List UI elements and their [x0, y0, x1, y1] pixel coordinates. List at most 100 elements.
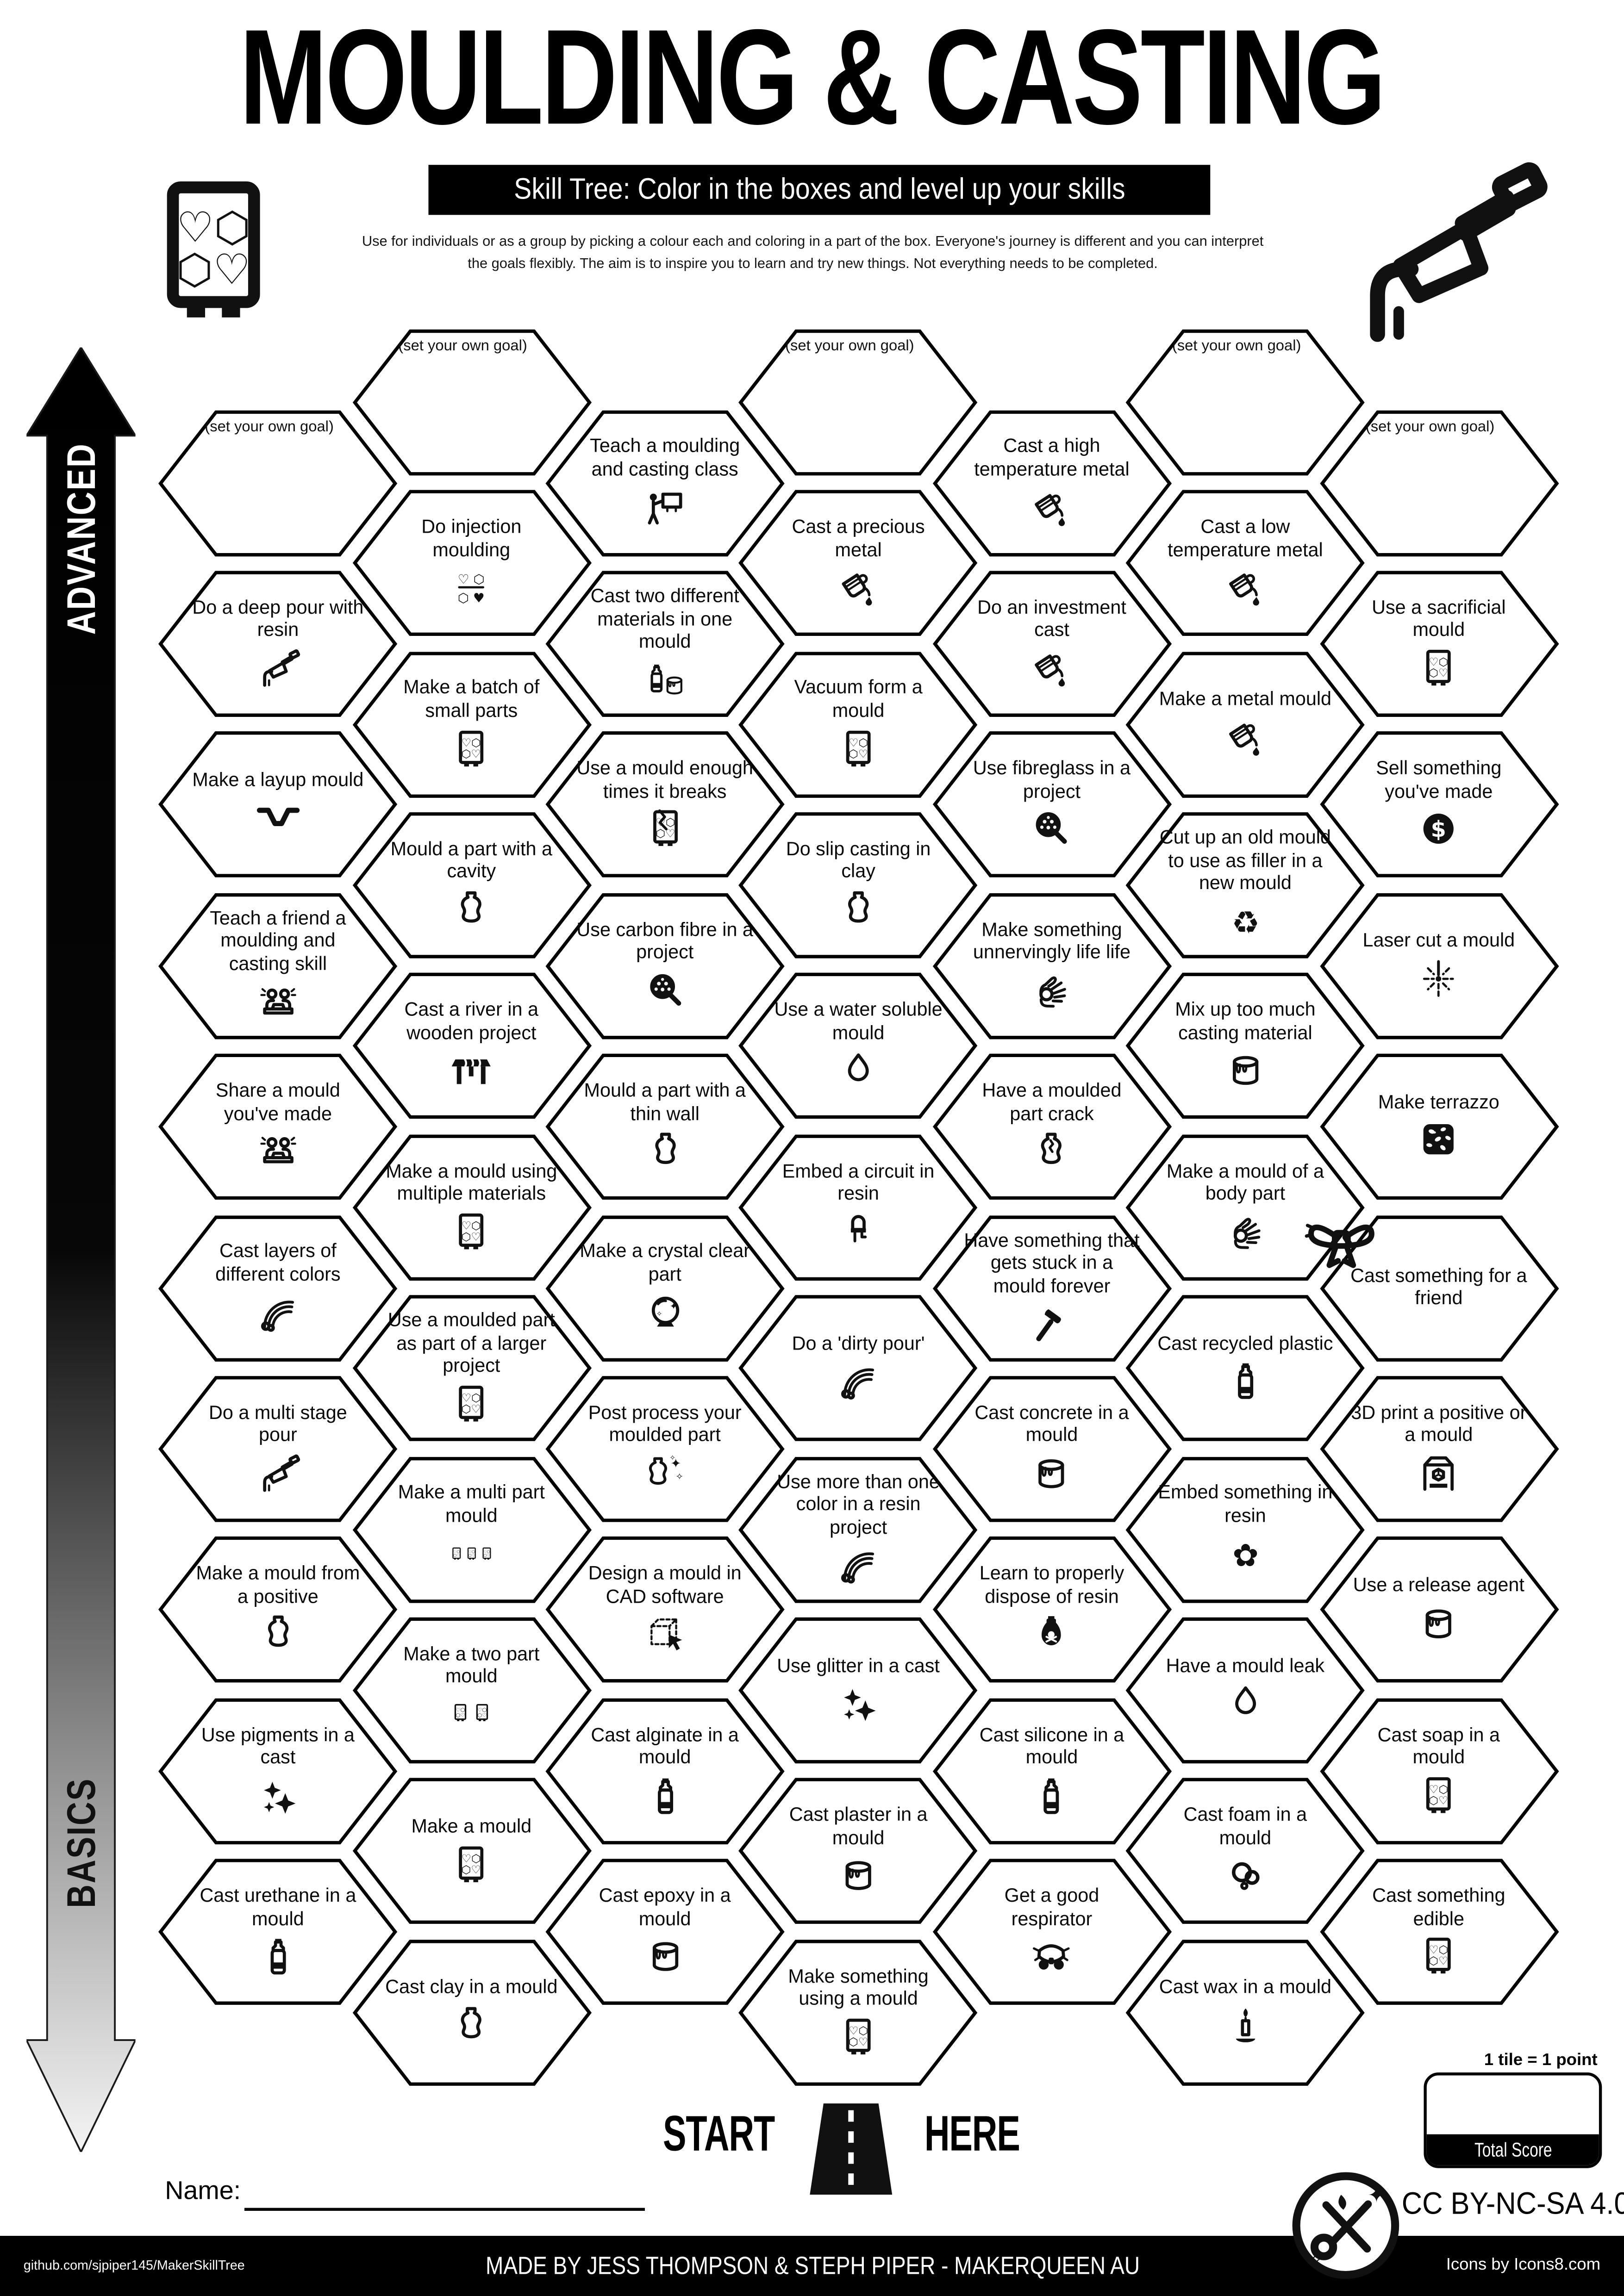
- hex-tile[interactable]: Make a multi part mould ♡⬡ ⬡♡ ♡⬡ ⬡♡ ♡⬡ ⬡♡: [352, 1456, 591, 1603]
- hex-tile[interactable]: Cast epoxy in a mould: [545, 1859, 785, 2005]
- hex-tile[interactable]: Cast foam in a mould: [1125, 1778, 1365, 1925]
- hex-tile[interactable]: Cast plaster in a mould: [739, 1778, 978, 1925]
- hex-tile[interactable]: Cast silicone in a mould: [932, 1698, 1172, 1844]
- hex-tile[interactable]: Learn to properly dispose of resin: [932, 1537, 1172, 1683]
- hex-tile[interactable]: Make a two part mould ♡⬡ ⬡♡ ♡⬡ ⬡♡: [352, 1617, 591, 1764]
- person-whiteboard-icon: [643, 485, 687, 529]
- hex-tile[interactable]: Cast a high temperature metal: [932, 410, 1172, 556]
- hex-tile[interactable]: Do injection moulding ♡ ⬡ ⬡ ♥: [352, 490, 591, 636]
- score-note: 1 tile = 1 point: [1484, 2052, 1598, 2070]
- hex-tile[interactable]: Do a deep pour with resin: [158, 571, 398, 717]
- hex-tile[interactable]: Mould a part with a thin wall: [545, 1053, 785, 1200]
- hexagon-outline: [352, 812, 591, 958]
- hexagon-outline: [158, 1537, 398, 1683]
- hex-tile[interactable]: Make a crystal clear part ✦ ✧: [545, 1214, 785, 1361]
- hex-tile[interactable]: Use carbon fibre in a project: [545, 893, 785, 1039]
- hexagon-outline: [932, 410, 1172, 556]
- hex-tile[interactable]: Post process your moulded part ✦ ✧ ✧: [545, 1375, 785, 1522]
- hex-tile[interactable]: Cast alginate in a mould: [545, 1698, 785, 1844]
- hex-label: Have a moulded part crack: [982, 1079, 1122, 1124]
- hex-label: Cast a low temperature metal: [1168, 515, 1323, 560]
- hex-tile[interactable]: Make a mould ♡⬡ ⬡♡: [352, 1778, 591, 1925]
- hex-tile[interactable]: Cast soap in a mould ♡⬡ ⬡♡: [1319, 1698, 1558, 1844]
- hex-tile[interactable]: Cut up an old mould to use as filler in …: [1125, 812, 1365, 958]
- hex-tile[interactable]: Cast two different materials in one moul…: [545, 571, 785, 717]
- name-input-line[interactable]: [244, 2208, 645, 2210]
- hexagon-outline: [1125, 973, 1365, 1120]
- hex-tile[interactable]: Sell something you've made $: [1319, 732, 1558, 878]
- hex-tile-goal[interactable]: (set your own goal): [158, 410, 398, 556]
- hex-tile[interactable]: Use fibreglass in a project: [932, 732, 1172, 878]
- hex-tile[interactable]: Do a multi stage pour: [158, 1375, 398, 1522]
- hexagon-outline: [352, 490, 591, 636]
- hex-label: Make a mould using multiple materials: [386, 1159, 557, 1205]
- hex-tile[interactable]: Cast urethane in a mould: [158, 1859, 398, 2005]
- hex-tile[interactable]: Use a moulded part as part of a larger p…: [352, 1295, 591, 1442]
- hex-tile[interactable]: Make a mould of a body part: [1125, 1134, 1365, 1281]
- hex-tile[interactable]: Get a good respirator: [932, 1859, 1172, 2005]
- hex-tile[interactable]: Share a mould you've made: [158, 1053, 398, 1200]
- hex-tile[interactable]: Use a sacrificial mould ♡⬡ ⬡♡: [1319, 571, 1558, 717]
- hex-tile[interactable]: Do an investment cast: [932, 571, 1172, 717]
- hex-tile[interactable]: Laser cut a mould: [1319, 893, 1558, 1039]
- hex-tile-goal[interactable]: (set your own goal): [1319, 410, 1558, 556]
- hex-tile[interactable]: Make a mould using multiple materials ♡⬡…: [352, 1134, 591, 1281]
- hex-tile[interactable]: Cast something for a friend: [1304, 1214, 1558, 1361]
- hex-tile[interactable]: Cast a river in a wooden project: [352, 973, 591, 1120]
- hex-tile[interactable]: Cast wax in a mould: [1125, 1939, 1365, 2086]
- hex-tile[interactable]: Use a release agent: [1319, 1537, 1558, 1683]
- hex-tile-goal[interactable]: (set your own goal): [1125, 329, 1365, 475]
- hex-tile[interactable]: Design a mould in CAD software: [545, 1537, 785, 1683]
- goal-placeholder-label: (set your own goal): [398, 338, 527, 355]
- hex-tile[interactable]: Make a batch of small parts ♡⬡ ⬡♡: [352, 651, 591, 797]
- hex-tile[interactable]: Use glitter in a cast: [739, 1617, 978, 1764]
- hex-tile[interactable]: Make a layup mould: [158, 732, 398, 878]
- svg-text:⬡♡: ⬡♡: [462, 1402, 481, 1415]
- hex-tile[interactable]: Mould a part with a cavity: [352, 812, 591, 958]
- hex-tile-goal[interactable]: (set your own goal): [352, 329, 591, 475]
- hexagon-outline: [158, 1859, 398, 2005]
- hex-tile[interactable]: Cast something edible ♡⬡ ⬡♡: [1319, 1859, 1558, 2005]
- hex-tile[interactable]: Embed a circuit in resin: [739, 1134, 978, 1281]
- hex-tile[interactable]: Make something using a mould ♡⬡ ⬡♡: [739, 1939, 978, 2086]
- hex-tile[interactable]: Have a moulded part crack: [932, 1053, 1172, 1200]
- hex-tile[interactable]: Cast recycled plastic: [1125, 1295, 1365, 1442]
- hex-tile[interactable]: Cast clay in a mould: [352, 1939, 591, 2086]
- hex-tile[interactable]: Use more than one color in a resin proje…: [739, 1456, 978, 1603]
- hex-tile[interactable]: Mix up too much casting material: [1125, 973, 1365, 1120]
- hex-tile[interactable]: Make a mould from a positive: [158, 1537, 398, 1683]
- hex-tile[interactable]: Use a water soluble mould: [739, 973, 978, 1120]
- hex-label: Make something unnervingly life life: [973, 918, 1131, 963]
- mould-tray-x2-icon: ♡⬡ ⬡♡ ♡⬡ ⬡♡: [450, 1693, 493, 1737]
- hex-tile[interactable]: Make a metal mould: [1125, 651, 1365, 797]
- respirator-icon: [1030, 1934, 1074, 1978]
- hex-tile[interactable]: 3D print a positive or a mould: [1319, 1375, 1558, 1522]
- hex-tile[interactable]: Do a 'dirty pour': [739, 1295, 978, 1442]
- hex-tile[interactable]: Have something that gets stuck in a moul…: [932, 1214, 1172, 1361]
- hex-tile[interactable]: Have a mould leak: [1125, 1617, 1365, 1764]
- hex-tile[interactable]: Cast concrete in a mould: [932, 1375, 1172, 1522]
- paint-can-icon: [836, 1854, 880, 1898]
- svg-text:⬡♡: ⬡♡: [176, 245, 250, 294]
- hexagon-outline: [1125, 1778, 1365, 1925]
- hex-tile[interactable]: Teach a friend a moulding and casting sk…: [158, 893, 398, 1039]
- hex-tile[interactable]: Cast a precious metal: [739, 490, 978, 636]
- mould-tray-logo-icon: ♡⬡ ⬡♡: [130, 168, 298, 336]
- hex-tile[interactable]: Cast layers of different colors: [158, 1214, 398, 1361]
- footer-repo-link: github.com/sjpiper145/MakerSkillTree: [23, 2258, 245, 2273]
- hex-tile[interactable]: Make terrazzo: [1319, 1053, 1558, 1200]
- hex-tile[interactable]: Vacuum form a mould ♡⬡ ⬡♡: [739, 651, 978, 797]
- hex-tile[interactable]: Make something unnervingly life life: [932, 893, 1172, 1039]
- hex-tile[interactable]: Do slip casting in clay: [739, 812, 978, 958]
- hex-tile[interactable]: Cast a low temperature metal: [1125, 490, 1365, 636]
- total-score-label: Total Score: [1474, 2139, 1552, 2161]
- hex-tile-goal[interactable]: (set your own goal): [739, 329, 978, 475]
- hex-tile[interactable]: Use pigments in a cast: [158, 1698, 398, 1844]
- total-score-box[interactable]: Total Score: [1424, 2072, 1602, 2168]
- hex-tile[interactable]: Use a mould enough times it breaks ♡⬡ ⬡♡: [545, 732, 785, 878]
- hex-tile[interactable]: Teach a moulding and casting class: [545, 410, 785, 556]
- rainbow-icon: [256, 1290, 300, 1334]
- hex-tile[interactable]: Embed something in resin ✿: [1125, 1456, 1365, 1603]
- people-desk-icon: [256, 1129, 300, 1173]
- hex-label: Do a multi stage pour: [209, 1400, 347, 1446]
